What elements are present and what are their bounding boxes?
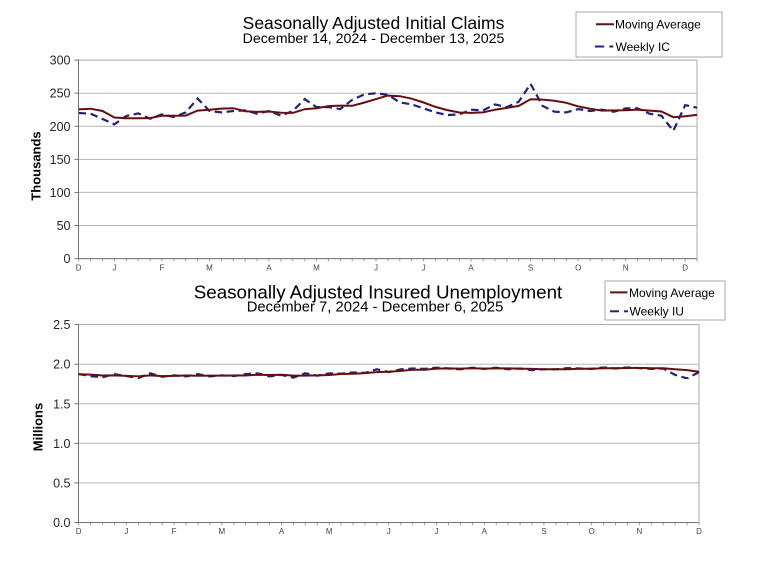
svg-text:A: A [266, 264, 272, 273]
svg-text:1.5: 1.5 [53, 397, 70, 411]
svg-text:D: D [682, 264, 688, 273]
svg-text:0.0: 0.0 [53, 516, 70, 530]
svg-text:J: J [124, 527, 128, 536]
svg-text:December 14, 2024 - December 1: December 14, 2024 - December 13, 2025 [243, 31, 505, 47]
svg-text:A: A [468, 264, 474, 273]
svg-text:250: 250 [50, 87, 71, 101]
svg-text:M: M [218, 527, 225, 536]
svg-text:S: S [541, 527, 546, 536]
svg-text:A: A [279, 527, 285, 536]
svg-text:150: 150 [50, 153, 71, 167]
svg-text:N: N [637, 527, 643, 536]
svg-text:Seasonally Adjusted Initial Cl: Seasonally Adjusted Initial Claims [243, 13, 505, 33]
svg-text:Thousands: Thousands [29, 131, 44, 200]
svg-text:J: J [387, 527, 391, 536]
svg-text:Millions: Millions [31, 403, 46, 451]
svg-text:Moving Average: Moving Average [629, 286, 715, 300]
svg-text:O: O [575, 264, 581, 273]
svg-text:Seasonally Adjusted Insured Un: Seasonally Adjusted Insured Unemployment [194, 282, 563, 303]
svg-text:December 7, 2024 - December 6,: December 7, 2024 - December 6, 2025 [247, 300, 504, 316]
svg-text:Moving Average: Moving Average [615, 18, 701, 32]
svg-text:F: F [172, 527, 177, 536]
svg-text:50: 50 [57, 219, 71, 233]
svg-text:J: J [422, 264, 426, 273]
svg-text:J: J [435, 527, 439, 536]
svg-text:N: N [623, 264, 629, 273]
svg-text:M: M [206, 264, 213, 273]
svg-text:2.0: 2.0 [53, 358, 70, 372]
svg-text:0: 0 [64, 252, 71, 266]
svg-text:D: D [76, 527, 82, 536]
svg-text:Weekly IC: Weekly IC [616, 40, 671, 54]
svg-text:200: 200 [50, 120, 71, 134]
svg-text:D: D [76, 264, 82, 273]
svg-text:O: O [588, 527, 594, 536]
svg-text:J: J [374, 264, 378, 273]
svg-text:M: M [313, 264, 320, 273]
svg-text:0.5: 0.5 [53, 476, 70, 490]
svg-text:100: 100 [50, 186, 71, 200]
svg-text:2.5: 2.5 [53, 318, 70, 332]
svg-text:1.0: 1.0 [53, 437, 70, 451]
svg-text:Weekly IU: Weekly IU [630, 305, 684, 319]
svg-text:S: S [528, 264, 533, 273]
svg-text:A: A [482, 527, 488, 536]
svg-text:J: J [112, 264, 116, 273]
svg-text:300: 300 [50, 54, 71, 68]
svg-text:D: D [696, 527, 702, 536]
svg-text:F: F [159, 264, 164, 273]
svg-text:M: M [326, 527, 333, 536]
